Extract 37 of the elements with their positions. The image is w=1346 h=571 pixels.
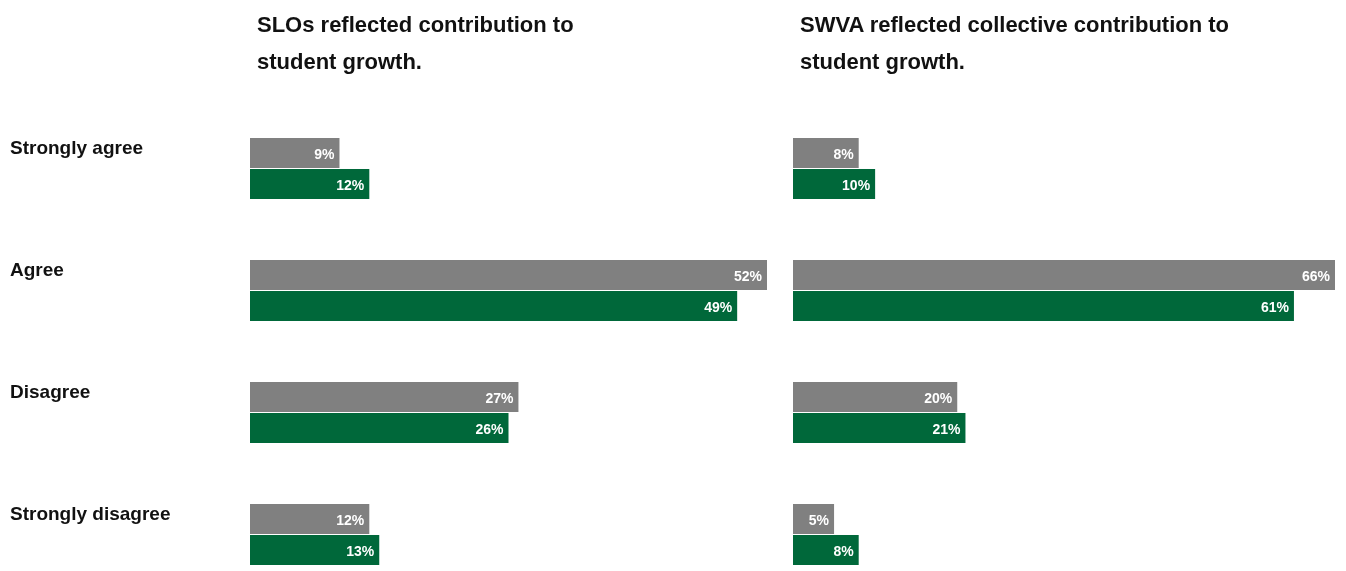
chart-title: SWVA reflected collective contribution to student growth. [800,12,1230,74]
bar [793,382,958,412]
data-label: 52% [733,267,763,284]
data-label: 5% [808,511,830,528]
data-label: 10% [842,176,871,193]
y-tick-label: Disagree [10,381,91,402]
bar [250,504,370,534]
bar [793,291,1294,321]
data-label: 8% [833,145,855,162]
bar [250,169,370,199]
y-tick-label: Strongly agree [10,137,144,158]
data-label: 61% [1260,298,1290,315]
bar [250,138,340,168]
bar [793,535,859,565]
bar [793,169,876,199]
data-label: 8% [833,542,855,559]
data-label: 9% [314,145,336,162]
data-label: 49% [704,298,733,315]
data-label: 20% [924,389,953,406]
bar [250,260,767,290]
data-label: 13% [346,542,375,559]
bar [793,138,859,168]
bar [793,413,966,443]
bar [250,535,380,565]
y-tick-label: Agree [10,259,64,280]
bar [250,413,509,443]
bar [250,382,519,412]
data-label: 21% [932,420,961,437]
data-label: 12% [336,511,365,528]
chart-title: SLOs reflected contribution to student growth. [257,12,574,74]
data-label: 27% [485,389,514,406]
bar [793,260,1335,290]
data-label: 12% [336,176,365,193]
data-label: 26% [475,420,505,437]
bar [250,291,738,321]
data-label: 66% [1301,267,1331,284]
y-tick-label: Strongly disagree [10,503,171,524]
